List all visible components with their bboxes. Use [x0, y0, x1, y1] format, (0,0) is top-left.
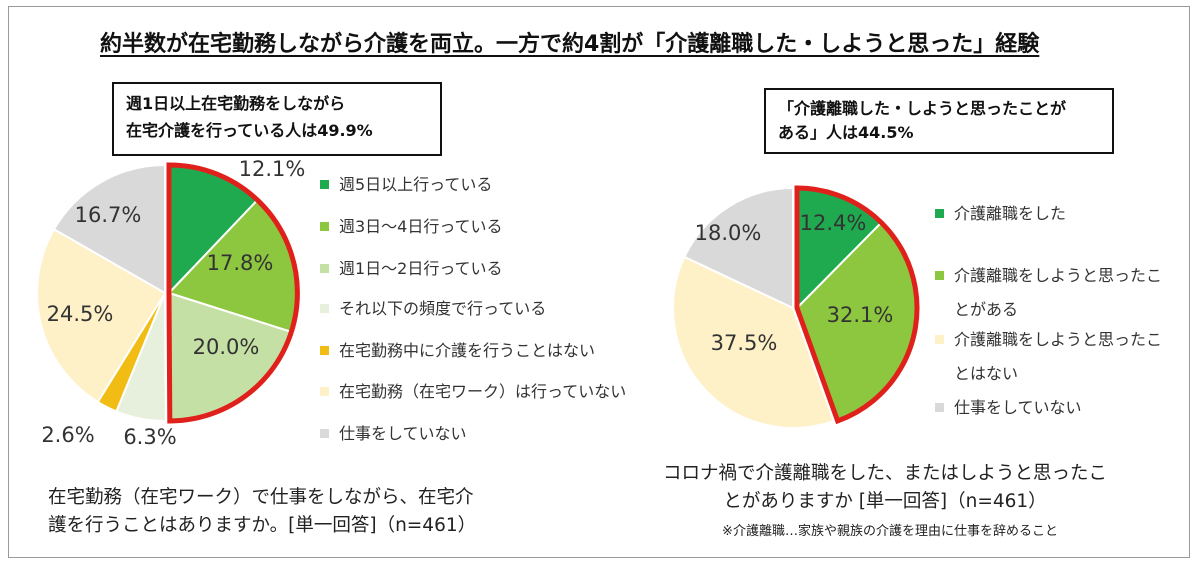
- legend-swatch-2: [935, 271, 944, 280]
- legend-label-2: 介護離職をしようと思ったこ とがある: [954, 266, 1163, 319]
- data-label-7: 16.7%: [75, 203, 142, 227]
- legend-item-2: 介護離職をしようと思ったこ とがある: [935, 265, 1162, 321]
- pie-slice-4: [683, 186, 794, 310]
- question-right-note: ※介護離職…家族や親族の介護を理由に仕事を辞めること: [722, 524, 1058, 539]
- question-right: コロナ禍で介護離職をした、またはしようと思ったこ とがありますか [単一回答]（…: [650, 460, 1120, 516]
- legend-item-6: 在宅勤務（在宅ワーク）は行っていない: [320, 381, 626, 403]
- data-label-6: 24.5%: [47, 302, 114, 326]
- callout-right: 「介護離職した・しようと思ったことが ある」人は44.5%: [764, 88, 1114, 154]
- highlight-outline: [794, 185, 920, 425]
- data-label-1: 12.4%: [800, 211, 867, 235]
- legend-label-5: 在宅勤務中に介護を行うことはない: [339, 341, 596, 360]
- data-label-2: 17.8%: [207, 251, 274, 275]
- question-left: 在宅勤務（在宅ワーク）で仕事をしながら、在宅介 護を行うことはありますか。[単一…: [48, 484, 476, 540]
- legend-label-3: 介護離職をしようと思ったこ とはない: [954, 330, 1163, 383]
- legend-label-2: 週3日～4日行っている: [339, 217, 503, 236]
- pie-slice-3: [672, 255, 835, 429]
- callout-right-line-1: 「介護離職した・しようと思ったことが: [778, 99, 1067, 118]
- callout-left-line-2: 在宅介護を行っている人は49.9%: [126, 121, 373, 140]
- legend-item-5: 在宅勤務中に介護を行うことはない: [320, 340, 595, 362]
- data-label-3: 37.5%: [711, 331, 778, 355]
- legend-swatch-5: [320, 346, 329, 355]
- legend-label-4: 仕事をしていない: [954, 398, 1082, 417]
- pie-chart-left: 12.1% 17.8% 20.0% 6.3% 2.6% 24.5% 16.7%: [35, 157, 306, 449]
- legend-swatch-3: [935, 335, 944, 344]
- legend-item-2: 週3日～4日行っている: [320, 216, 503, 238]
- pie-slice-6: [35, 227, 167, 404]
- data-label-4: 18.0%: [695, 221, 762, 245]
- legend-item-7: 仕事をしていない: [320, 423, 467, 445]
- legend-label-1: 週5日以上行っている: [339, 175, 493, 194]
- data-label-2: 32.1%: [827, 303, 894, 327]
- legend-label-6: 在宅勤務（在宅ワーク）は行っていない: [339, 382, 627, 401]
- main-title: 約半数が在宅勤務しながら介護を両立。一方で約4割が「介護離職した・しようと思った…: [100, 32, 1040, 57]
- legend-swatch-6: [320, 387, 329, 396]
- legend-item-1: 週5日以上行っている: [320, 174, 492, 196]
- data-label-3: 20.0%: [193, 335, 260, 359]
- data-label-4: 6.3%: [123, 425, 176, 449]
- callout-right-line-2: ある」人は44.5%: [778, 123, 914, 142]
- question-right-line-1: コロナ禍で介護離職をした、またはしようと思ったこ: [662, 463, 1107, 484]
- legend-swatch-1: [935, 209, 944, 218]
- legend-swatch-3: [320, 264, 329, 273]
- legend-label-4: それ以下の頻度で行っている: [339, 299, 547, 318]
- legend-item-4: 仕事をしていない: [935, 397, 1082, 419]
- legend-item-3: 週1日～2日行っている: [320, 258, 503, 280]
- chart-frame: [8, 6, 1190, 558]
- pie-chart-right: 12.4% 32.1% 37.5% 18.0%: [672, 185, 920, 429]
- legend-label-7: 仕事をしていない: [339, 424, 467, 443]
- highlight-outline: [166, 162, 300, 424]
- question-left-line-1: 在宅勤務（在宅ワーク）で仕事をしながら、在宅介: [48, 487, 474, 508]
- data-label-1: 12.1%: [239, 157, 306, 181]
- legend-item-4: それ以下の頻度で行っている: [320, 298, 546, 320]
- question-right-line-2: とがありますか [単一回答]（n=461）: [723, 491, 1047, 512]
- data-label-5: 2.6%: [41, 423, 94, 447]
- legend-label-1: 介護離職をした: [954, 204, 1067, 223]
- callout-left-line-1: 週1日以上在宅勤務をしながら: [126, 94, 346, 113]
- pie-slice-7: [52, 163, 166, 295]
- legend-item-1: 介護離職をした: [935, 203, 1066, 225]
- legend-swatch-4: [320, 304, 329, 313]
- callout-left: 週1日以上在宅勤務をしながら 在宅介護を行っている人は49.9%: [112, 82, 442, 156]
- legend-item-3: 介護離職をしようと思ったこ とはない: [935, 329, 1162, 385]
- legend-swatch-2: [320, 222, 329, 231]
- legend-label-3: 週1日～2日行っている: [339, 259, 503, 278]
- legend-swatch-1: [320, 180, 329, 189]
- legend-swatch-4: [935, 403, 944, 412]
- question-left-line-2: 護を行うことはありますか。[単一回答]（n=461）: [48, 515, 477, 536]
- legend-swatch-7: [320, 429, 329, 438]
